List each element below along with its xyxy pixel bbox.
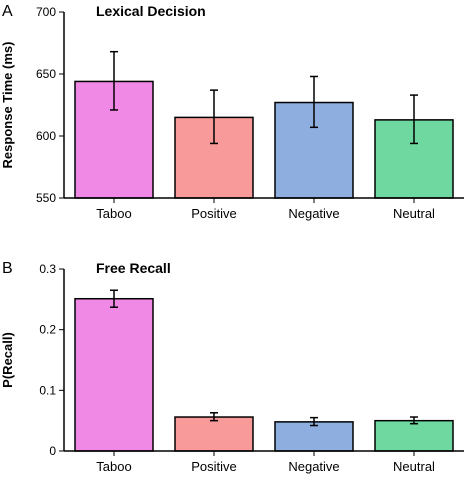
panel-a-title: Lexical Decision <box>96 3 206 19</box>
panel-a-ytick-label: 650 <box>36 67 56 81</box>
panel-b-xtick-label-neutral: Neutral <box>393 459 435 474</box>
panel-b-bar-taboo <box>74 297 154 452</box>
panel-b-xtick-label-taboo: Taboo <box>96 459 131 474</box>
panel-b-bar-negative <box>274 421 354 452</box>
panel-b-xtick-label-positive: Positive <box>191 459 237 474</box>
panel-a-ylabel: Response Time (ms) <box>0 42 15 169</box>
panel-b-label: B <box>2 260 13 277</box>
panel-a-ytick-label: 700 <box>36 5 56 19</box>
panel-b-bar-positive <box>174 416 254 452</box>
panel-b-marks: Taboo Positive Negative Neutral 0 0.1 0.2 0.3 <box>39 262 464 474</box>
panel-a-xtick-label-taboo: Taboo <box>96 206 131 221</box>
panel-a-xtick-label-neutral: Neutral <box>393 206 435 221</box>
panel-b-ytick-label: 0.1 <box>39 383 56 397</box>
panel-a-ytick-label: 550 <box>36 191 56 205</box>
panel-b-ylabel: P(Recall) <box>0 332 15 388</box>
panel-a-label: A <box>2 3 13 20</box>
panel-b-ytick-label: 0.2 <box>39 323 56 337</box>
panel-a-ytick-label: 600 <box>36 129 56 143</box>
panel-a-xtick-label-negative: Negative <box>288 206 339 221</box>
panel-a-marks: Taboo Positive Negative Neutral 550 600 650 700 <box>36 5 464 221</box>
panel-b-xtick-label-negative: Negative <box>288 459 339 474</box>
panel-a-xtick-label-positive: Positive <box>191 206 237 221</box>
panel-b-ytick-label: 0.3 <box>39 262 56 276</box>
panel-b-ytick-label: 0 <box>49 444 56 458</box>
panel-b-title: Free Recall <box>96 260 171 276</box>
panel-b-bar-neutral <box>374 419 454 452</box>
